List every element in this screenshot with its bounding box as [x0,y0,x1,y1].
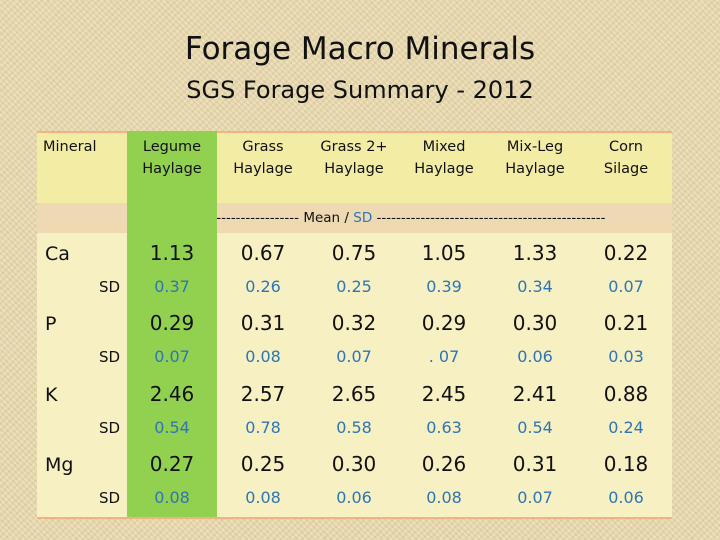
sd-value-cell: 0.07 [517,488,553,507]
sd-label-header: SD [353,210,373,226]
mineral-label: Mg [45,454,74,476]
column-header: Mixed Haylage [399,136,489,180]
sd-value-cell: 0.08 [245,347,281,366]
mean-value-cell: 0.27 [149,452,195,476]
mineral-label: Ca [45,243,70,265]
mean-value-cell: 1.05 [421,241,467,265]
column-header-line2: Haylage [414,161,474,177]
mean-value-cell: 0.67 [240,241,286,265]
sd-row-label: SD [99,278,121,296]
sd-value-cell: 0.54 [154,418,190,437]
mean-value-cell: 1.13 [149,241,195,265]
mean-value-cell: 0.21 [603,311,649,335]
sd-row-label: SD [99,419,121,437]
mineral-label: K [45,384,58,406]
mean-value-cell: 1.33 [512,241,558,265]
mean-sd-right-dashes: ----------------------------------------… [372,210,606,226]
mean-value-cell: 2.46 [149,382,195,406]
mean-value-cell: 0.31 [240,311,286,335]
column-header-line2: Haylage [142,161,202,177]
sd-value-cell: 0.78 [245,418,281,437]
mean-value-cell: 0.30 [331,452,377,476]
mean-value-cell: 0.25 [240,452,286,476]
sd-value-cell: 0.25 [336,277,372,296]
sd-value-cell: 0.07 [608,277,644,296]
mean-label: Mean [303,210,341,226]
column-header: Grass Haylage [218,136,308,180]
mean-value-cell: 0.75 [331,241,377,265]
sd-value-cell: 0.54 [517,418,553,437]
column-header-line1: Mixed [422,139,466,155]
sd-value-cell: 0.07 [336,347,372,366]
mineral-label: P [45,313,57,335]
column-header-line1: Corn [609,139,643,155]
sd-value-cell: . 07 [428,347,460,366]
page-subtitle: SGS Forage Summary - 2012 [186,76,534,104]
column-header-line1: Grass 2+ [320,139,388,155]
column-header: Legume Haylage [127,136,217,180]
mean-value-cell: 0.18 [603,452,649,476]
sd-value-cell: 0.08 [245,488,281,507]
column-header: Grass 2+ Haylage [309,136,399,180]
sd-value-cell: 0.26 [245,277,281,296]
sd-value-cell: 0.06 [336,488,372,507]
legume-column-highlight [127,131,217,517]
sd-value-cell: 0.07 [154,347,190,366]
column-header-line2: Haylage [324,161,384,177]
column-header-line2: Silage [603,161,649,177]
sd-value-cell: 0.39 [426,277,462,296]
sd-value-cell: 0.08 [154,488,190,507]
column-header-line1: Legume [142,139,202,155]
mean-value-cell: 2.45 [421,382,467,406]
sd-value-cell: 0.24 [608,418,644,437]
sd-row-label: SD [99,489,121,507]
sd-value-cell: 0.63 [426,418,462,437]
mineral-column-header: Mineral [43,139,97,155]
sd-value-cell: 0.08 [426,488,462,507]
column-header: Mix-Leg Haylage [490,136,580,180]
sd-row-label: SD [99,348,121,366]
sd-value-cell: 0.03 [608,347,644,366]
mean-value-cell: 0.29 [421,311,467,335]
sd-value-cell: 0.58 [336,418,372,437]
mean-value-cell: 0.22 [603,241,649,265]
mean-value-cell: 0.31 [512,452,558,476]
sd-value-cell: 0.37 [154,277,190,296]
mean-value-cell: 2.57 [240,382,286,406]
column-header-line1: Mix-Leg [506,139,564,155]
mean-value-cell: 0.88 [603,382,649,406]
mean-value-cell: 0.29 [149,311,195,335]
column-header-line2: Haylage [505,161,565,177]
mean-value-cell: 0.32 [331,311,377,335]
column-header-line1: Grass [242,139,284,155]
sd-value-cell: 0.06 [608,488,644,507]
column-header: Corn Silage [581,136,671,180]
mean-value-cell: 2.41 [512,382,558,406]
mean-value-cell: 0.30 [512,311,558,335]
page-title: Forage Macro Minerals [184,31,536,67]
column-header-line2: Haylage [233,161,293,177]
mean-sd-divider-text: ------------------------------- Mean / S… [148,203,672,233]
sd-value-cell: 0.06 [517,347,553,366]
sd-value-cell: 0.34 [517,277,553,296]
mean-value-cell: 2.65 [331,382,377,406]
mean-value-cell: 0.26 [421,452,467,476]
mean-sd-separator: / [340,210,354,226]
